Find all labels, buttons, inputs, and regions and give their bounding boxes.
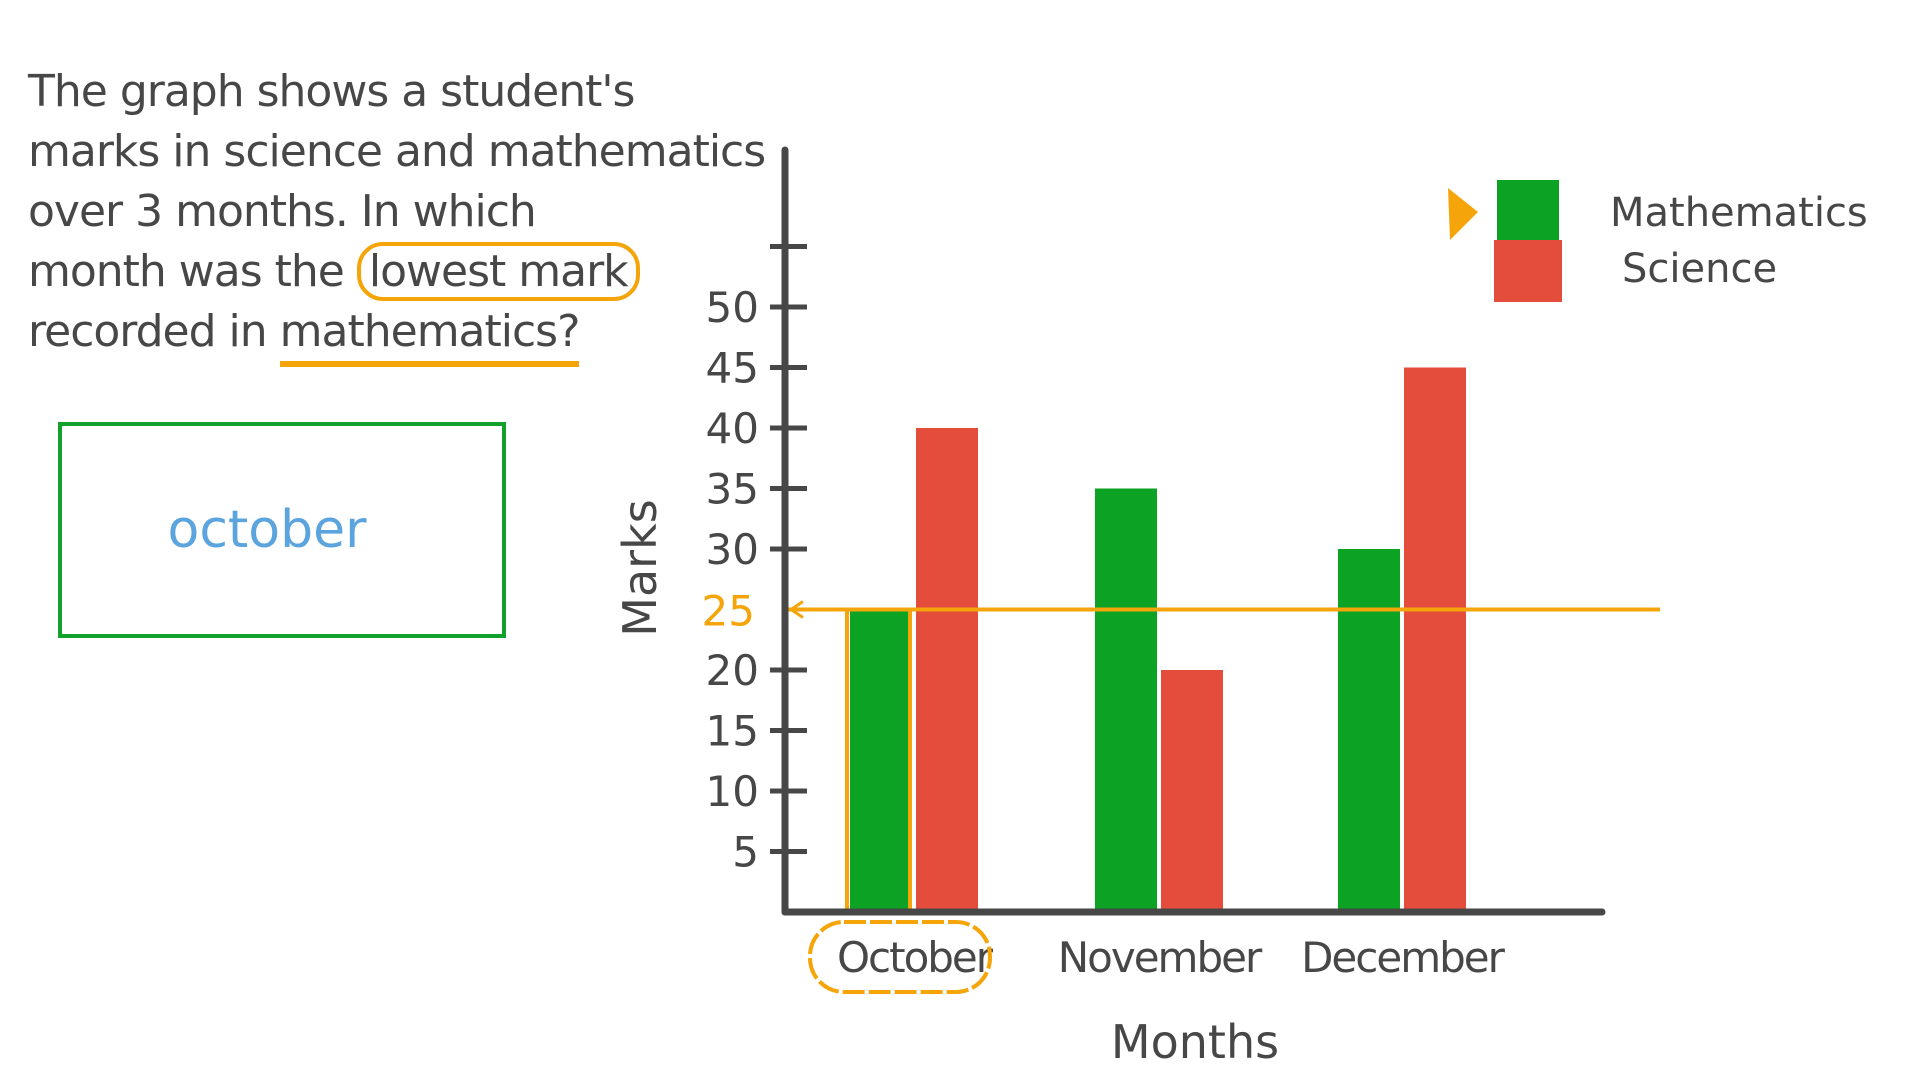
question-line-2: marks in science and mathematics [28, 126, 766, 177]
y-tick-label-50: 50 [706, 283, 759, 332]
y-tick-label-40: 40 [706, 404, 759, 453]
y-tick-label-45: 45 [706, 344, 759, 393]
y-tick-label-15: 15 [706, 707, 759, 756]
question-line-3: over 3 months. In which [28, 186, 537, 237]
question-text: The graph shows a student's marks in sci… [28, 62, 766, 367]
legend-swatch-science [1494, 240, 1562, 302]
bar-science-november [1161, 670, 1223, 912]
bar-mathematics-december [1338, 549, 1400, 912]
bar-science-october [916, 428, 978, 912]
legend-label-mathematics: Mathematics [1610, 190, 1868, 236]
y-tick-label-30: 30 [706, 525, 759, 574]
legend-label-science: Science [1622, 246, 1778, 292]
legend-pointer-icon [1448, 188, 1478, 240]
bar-mathematics-october [850, 609, 912, 912]
x-tick-label-december: December [1301, 933, 1506, 982]
bar-science-december [1404, 367, 1466, 912]
bar-mathematics-november [1095, 488, 1157, 912]
y-tick-label-20: 20 [706, 646, 759, 695]
y-axis-title: Marks [613, 499, 667, 636]
question-line-4-text: month was the [28, 246, 345, 297]
highlight-lowest-mark: lowest mark [356, 242, 640, 301]
question-line-5: recorded in mathematics? [28, 302, 728, 367]
question-line-5-text: recorded in [28, 306, 268, 357]
answer-text: october [167, 500, 367, 560]
arrow-left-icon [788, 600, 804, 619]
x-axis-title: Months [1111, 1015, 1279, 1069]
y-tick-label-25: 25 [702, 587, 755, 636]
highlight-mathematics: mathematics? [279, 306, 580, 367]
y-tick-label-10: 10 [706, 767, 759, 816]
answer-box: october [58, 422, 506, 638]
y-tick-label-35: 35 [706, 465, 759, 514]
x-tick-label-october: October [837, 933, 994, 982]
question-line-4: month was the lowest mark [28, 242, 728, 302]
legend-swatch-mathematics [1497, 180, 1559, 240]
question-line-1: The graph shows a student's [28, 66, 635, 117]
x-tick-label-november: November [1058, 933, 1263, 982]
highlight-cloud-october [808, 920, 992, 994]
y-tick-label-5: 5 [732, 828, 759, 877]
